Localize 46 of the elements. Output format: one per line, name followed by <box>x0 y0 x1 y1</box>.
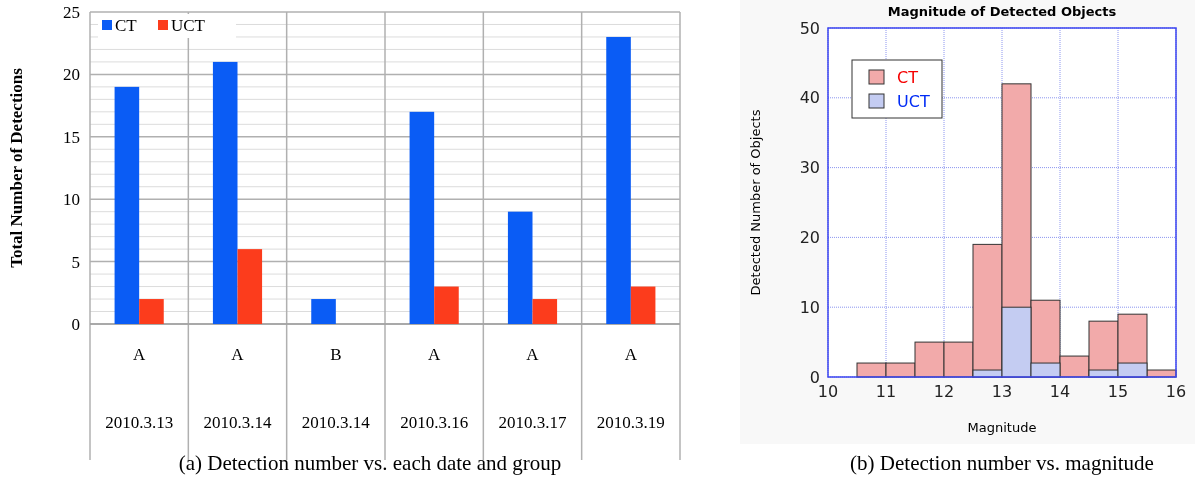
x-tick-label: 16 <box>1165 382 1187 401</box>
y-tick-label: 40 <box>799 88 820 108</box>
bar <box>212 61 238 324</box>
legend-label: UCT <box>171 16 206 35</box>
bar <box>237 249 263 324</box>
x-tick-label: 15 <box>1107 382 1129 401</box>
category-label: A 2010.3.16 <box>400 345 469 432</box>
y-tick-label: 5 <box>71 252 80 272</box>
bar <box>606 36 631 324</box>
legend-label: CT <box>115 16 138 35</box>
chart-title: Magnitude of Detected Objects <box>887 4 1117 19</box>
y-tick-label: 10 <box>799 297 820 317</box>
y-tick-label: 50 <box>799 18 820 38</box>
category-label: A 2010.3.17 <box>498 345 567 432</box>
x-tick-label: 14 <box>1049 382 1071 401</box>
y-tick-label: 20 <box>799 228 820 247</box>
category-label: A 2010.3.19 <box>596 345 665 432</box>
bar <box>409 111 435 324</box>
legend-label: UCT <box>897 92 930 111</box>
y-tick-label: 25 <box>63 2 80 22</box>
y-axis-title: Detected Number of Objects <box>748 109 763 296</box>
legend-label: CT <box>897 68 919 87</box>
bar <box>532 299 558 324</box>
category-label: B 2010.3.14 <box>301 345 370 432</box>
x-tick-label: 11 <box>875 382 897 401</box>
bar <box>139 299 164 324</box>
category-label: A 2010.3.14 <box>203 345 272 432</box>
bar <box>434 286 459 324</box>
category-label: A 2010.3.13 <box>105 345 174 432</box>
bar <box>630 286 656 324</box>
y-tick-label: 20 <box>63 65 80 85</box>
bar <box>311 299 336 324</box>
text: (b) Detection number vs. magnitude <box>850 451 1154 475</box>
y-tick-label: 15 <box>63 127 80 147</box>
x-axis-title: Magnitude <box>967 420 1037 435</box>
bar <box>114 86 140 324</box>
y-axis-title: Total Number of Detections <box>7 67 26 268</box>
x-tick-label: 13 <box>991 382 1013 401</box>
y-tick-label: 0 <box>71 314 80 334</box>
y-tick-label: 0 <box>809 367 820 387</box>
x-tick-label: 10 <box>817 382 839 401</box>
bar <box>507 211 533 324</box>
y-tick-label: 30 <box>799 158 820 178</box>
y-tick-label: 10 <box>63 190 80 210</box>
text: (a) Detection number vs. each date and group <box>178 451 562 475</box>
x-tick-label: 12 <box>933 382 955 401</box>
